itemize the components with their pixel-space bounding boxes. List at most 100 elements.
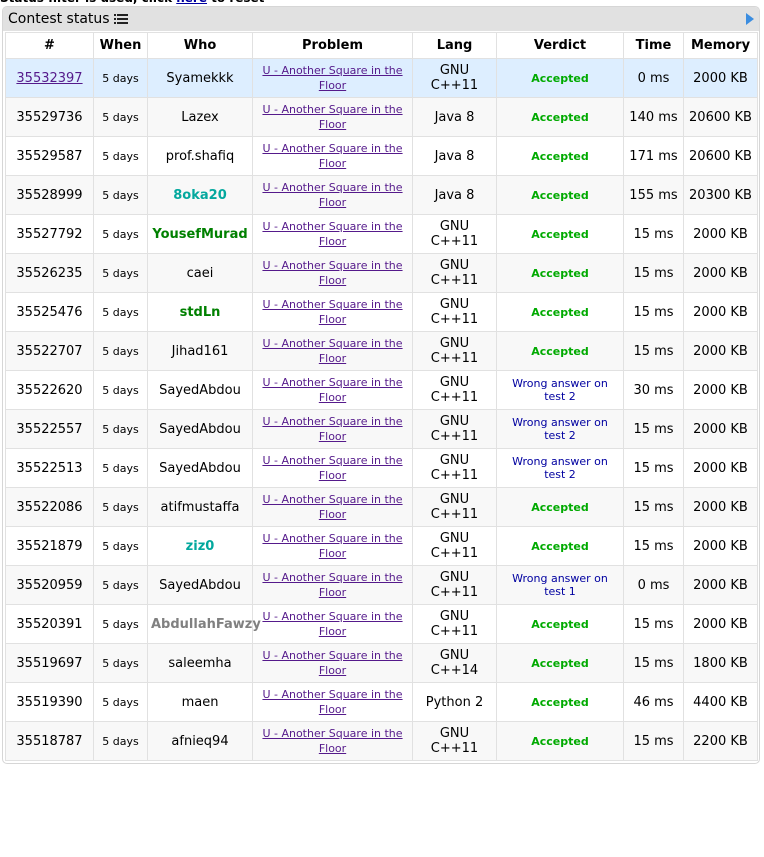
problem-link[interactable]: U - Another Square in the Floor bbox=[262, 142, 403, 170]
problem-cell: U - Another Square in the Floor bbox=[252, 604, 413, 644]
id-cell: 35527792 bbox=[5, 214, 94, 254]
column-header: Time bbox=[623, 32, 684, 59]
id-cell: 35522620 bbox=[5, 370, 94, 410]
submission-row: 35522086 5 days atifmustaffa U - Another Sq… bbox=[5, 487, 758, 527]
lang-cell: GNU C++11 bbox=[412, 604, 497, 644]
problem-link[interactable]: U - Another Square in the Floor bbox=[262, 688, 403, 716]
problem-link[interactable]: U - Another Square in the Floor bbox=[262, 220, 403, 248]
column-header: # bbox=[5, 32, 94, 59]
verdict-cell: Accepted bbox=[496, 292, 624, 332]
user-handle[interactable]: AbdullahFawzy bbox=[151, 616, 261, 632]
when-cell: 5 days bbox=[93, 526, 148, 566]
memory-cell: 20600 KB bbox=[683, 136, 758, 176]
when-cell: 5 days bbox=[93, 97, 148, 137]
user-handle[interactable]: afnieq94 bbox=[171, 733, 229, 749]
memory-cell: 2000 KB bbox=[683, 487, 758, 527]
who-cell: YousefMurad bbox=[147, 214, 253, 254]
problem-link[interactable]: U - Another Square in the Floor bbox=[262, 376, 403, 404]
verdict-cell: Accepted bbox=[496, 253, 624, 293]
problem-link[interactable]: U - Another Square in the Floor bbox=[262, 181, 403, 209]
verdict: Accepted bbox=[531, 149, 589, 163]
user-handle[interactable]: SayedAbdou bbox=[159, 460, 241, 476]
memory-cell: 2200 KB bbox=[683, 721, 758, 761]
id-cell: 35525476 bbox=[5, 292, 94, 332]
verdict-cell: Accepted bbox=[496, 136, 624, 176]
lang-cell: GNU C++11 bbox=[412, 448, 497, 488]
time-cell: 15 ms bbox=[623, 331, 684, 371]
submission-row: 35518787 5 days afnieq94 U - Another Square… bbox=[5, 721, 758, 761]
filter-text: to reset bbox=[207, 0, 264, 5]
reset-link[interactable]: here bbox=[176, 0, 207, 5]
when-cell: 5 days bbox=[93, 214, 148, 254]
problem-link[interactable]: U - Another Square in the Floor bbox=[262, 103, 403, 131]
user-handle[interactable]: prof.shafiq bbox=[165, 148, 235, 164]
user-handle[interactable]: Syamekkk bbox=[166, 70, 234, 86]
problem-link[interactable]: U - Another Square in the Floor bbox=[262, 727, 403, 755]
when-cell: 5 days bbox=[93, 58, 148, 98]
user-handle[interactable]: saleemha bbox=[168, 655, 232, 671]
user-handle[interactable]: ziz0 bbox=[185, 538, 215, 554]
lang-cell: Java 8 bbox=[412, 175, 497, 215]
submission-link[interactable]: 35532397 bbox=[16, 70, 83, 86]
memory-cell: 2000 KB bbox=[683, 292, 758, 332]
verdict-cell: Accepted bbox=[496, 214, 624, 254]
column-header: Lang bbox=[412, 32, 497, 59]
when-cell: 5 days bbox=[93, 136, 148, 176]
problem-link[interactable]: U - Another Square in the Floor bbox=[262, 493, 403, 521]
problem-link[interactable]: U - Another Square in the Floor bbox=[262, 64, 403, 92]
verdict: Wrong answer on test 2 bbox=[512, 416, 608, 442]
id-cell: 35522707 bbox=[5, 331, 94, 371]
submission-row: 35529587 5 days prof.shafiq U - Another Squ… bbox=[5, 136, 758, 176]
problem-link[interactable]: U - Another Square in the Floor bbox=[262, 415, 403, 443]
status-filter: Status filter is used, click here to res… bbox=[0, 0, 264, 5]
lang-cell: Java 8 bbox=[412, 136, 497, 176]
lang-cell: GNU C++11 bbox=[412, 487, 497, 527]
user-handle[interactable]: 8oka20 bbox=[173, 187, 227, 203]
user-handle[interactable]: SayedAbdou bbox=[159, 382, 241, 398]
user-handle[interactable]: Jihad161 bbox=[171, 343, 229, 359]
user-handle[interactable]: stdLn bbox=[179, 304, 221, 320]
problem-link[interactable]: U - Another Square in the Floor bbox=[262, 259, 403, 287]
time-cell: 15 ms bbox=[623, 448, 684, 488]
user-handle[interactable]: maen bbox=[181, 694, 219, 710]
time-cell: 0 ms bbox=[623, 565, 684, 605]
lang-cell: GNU C++11 bbox=[412, 370, 497, 410]
problem-link[interactable]: U - Another Square in the Floor bbox=[262, 337, 403, 365]
id-cell: 35519390 bbox=[5, 682, 94, 722]
time-cell: 155 ms bbox=[623, 175, 684, 215]
when-cell: 5 days bbox=[93, 370, 148, 410]
user-handle[interactable]: SayedAbdou bbox=[159, 421, 241, 437]
problem-link[interactable]: U - Another Square in the Floor bbox=[262, 454, 403, 482]
user-handle[interactable]: Lazex bbox=[181, 109, 219, 125]
verdict-cell: Wrong answer on test 2 bbox=[496, 370, 624, 410]
when-cell: 5 days bbox=[93, 487, 148, 527]
problem-cell: U - Another Square in the Floor bbox=[252, 214, 413, 254]
when-cell: 5 days bbox=[93, 448, 148, 488]
time-cell: 30 ms bbox=[623, 370, 684, 410]
submission-row: 35521879 5 days ziz0 U - Another Square in … bbox=[5, 526, 758, 566]
who-cell: maen bbox=[147, 682, 253, 722]
problem-link[interactable]: U - Another Square in the Floor bbox=[262, 298, 403, 326]
user-handle[interactable]: YousefMurad bbox=[152, 226, 248, 242]
problem-link[interactable]: U - Another Square in the Floor bbox=[262, 571, 403, 599]
problem-link[interactable]: U - Another Square in the Floor bbox=[262, 532, 403, 560]
id-cell: 35520959 bbox=[5, 565, 94, 605]
submission-row: 35520959 5 days SayedAbdou U - Another Squa… bbox=[5, 565, 758, 605]
box-title: Contest status bbox=[8, 11, 110, 27]
toggle-arrow[interactable] bbox=[746, 13, 754, 25]
verdict-cell: Accepted bbox=[496, 643, 624, 683]
problem-link[interactable]: U - Another Square in the Floor bbox=[262, 610, 403, 638]
problem-link[interactable]: U - Another Square in the Floor bbox=[262, 649, 403, 677]
verdict-cell: Accepted bbox=[496, 487, 624, 527]
time-cell: 15 ms bbox=[623, 721, 684, 761]
user-handle[interactable]: caei bbox=[186, 265, 214, 281]
problem-cell: U - Another Square in the Floor bbox=[252, 292, 413, 332]
user-handle[interactable]: SayedAbdou bbox=[159, 577, 241, 593]
problem-cell: U - Another Square in the Floor bbox=[252, 97, 413, 137]
id-cell: 35526235 bbox=[5, 253, 94, 293]
user-handle[interactable]: atifmustaffa bbox=[160, 499, 240, 515]
id-cell: 35522086 bbox=[5, 487, 94, 527]
column-header: Who bbox=[147, 32, 253, 59]
when-cell: 5 days bbox=[93, 292, 148, 332]
time-cell: 15 ms bbox=[623, 214, 684, 254]
